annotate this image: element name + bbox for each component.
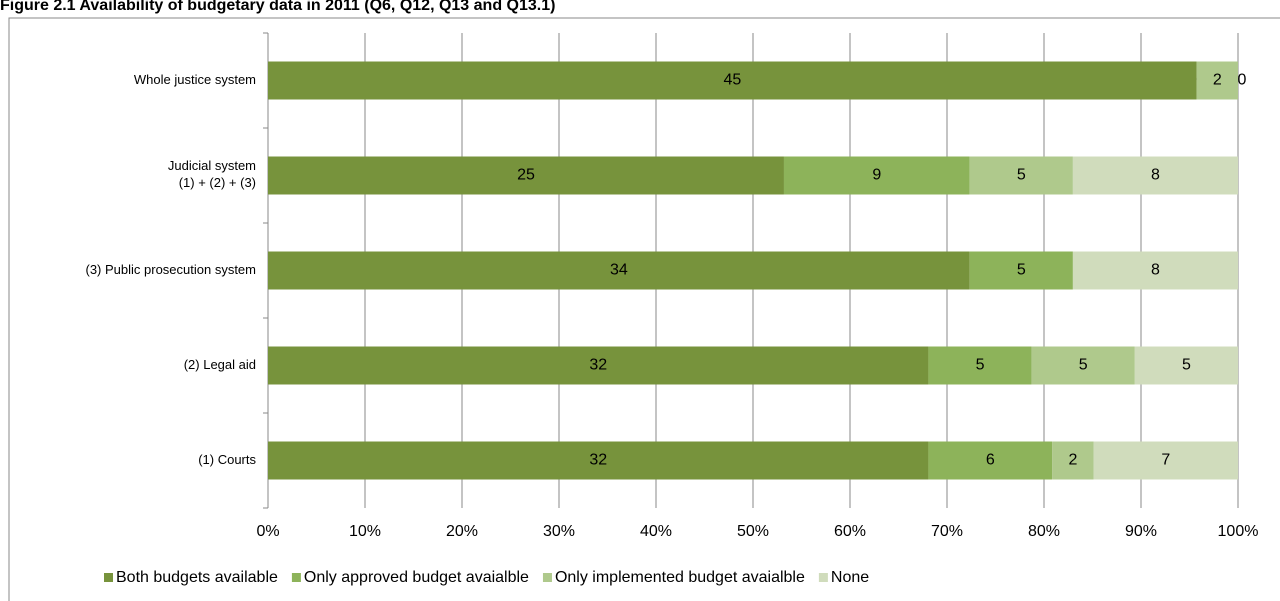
- legend-swatch: [104, 573, 113, 582]
- bar-segment: [1031, 346, 1135, 385]
- x-tick-label: 0%: [256, 523, 279, 540]
- x-tick-label: 60%: [834, 523, 866, 540]
- x-tick-label: 40%: [640, 523, 672, 540]
- bar-segment: [268, 441, 929, 480]
- x-tick-label: 20%: [446, 523, 478, 540]
- x-tick-label: 80%: [1028, 523, 1060, 540]
- bar-segment: [268, 156, 784, 195]
- data-label: 32: [589, 357, 607, 374]
- data-label: 9: [872, 167, 881, 184]
- data-label: 45: [723, 72, 741, 89]
- y-tick-label: (1) Courts: [198, 452, 256, 467]
- legend-label: Only implemented budget avaialble: [555, 569, 805, 586]
- data-label: 5: [1079, 357, 1088, 374]
- data-label: 7: [1161, 452, 1170, 469]
- y-tick-label: Whole justice system: [134, 72, 256, 87]
- y-tick-label: (2) Legal aid: [184, 357, 256, 372]
- bar-segment: [1196, 61, 1238, 100]
- bar-segment: [928, 441, 1053, 480]
- x-tick-label: 30%: [543, 523, 575, 540]
- x-tick-label: 70%: [931, 523, 963, 540]
- data-label: 34: [610, 262, 628, 279]
- legend-label: None: [831, 569, 869, 586]
- data-label: 2: [1068, 452, 1077, 469]
- x-tick-label: 100%: [1218, 523, 1259, 540]
- bar-segment: [268, 61, 1197, 100]
- data-label: 0: [1238, 72, 1247, 89]
- x-tick-label: 90%: [1125, 523, 1157, 540]
- bar-segment: [969, 156, 1073, 195]
- y-tick-label: (3) Public prosecution system: [85, 262, 256, 277]
- chart-frame: [8, 17, 1280, 601]
- bar-segment: [1052, 441, 1094, 480]
- x-tick-label: 50%: [737, 523, 769, 540]
- bar-segment: [268, 251, 970, 290]
- data-label: 5: [976, 357, 985, 374]
- legend-swatch: [542, 573, 552, 582]
- bar-segment: [928, 346, 1032, 385]
- data-label: 8: [1151, 167, 1160, 184]
- bar-segment: [1072, 251, 1238, 290]
- bar-segment: [783, 156, 970, 195]
- data-label: 5: [1017, 167, 1026, 184]
- data-label: 5: [1017, 262, 1026, 279]
- legend-swatch: [291, 573, 301, 582]
- data-label: 5: [1182, 357, 1191, 374]
- data-label: 6: [986, 452, 995, 469]
- bar-segment: [1072, 156, 1238, 195]
- x-tick-label: 10%: [349, 523, 381, 540]
- data-label: 2: [1213, 72, 1222, 89]
- chart-title: Figure 2.1 Availability of budgetary dat…: [0, 0, 555, 14]
- bar-segment: [1093, 441, 1238, 480]
- legend-label: Only approved budget avaialble: [304, 569, 529, 586]
- data-label: 25: [517, 167, 535, 184]
- legend-swatch: [818, 573, 828, 582]
- data-label: 32: [589, 452, 607, 469]
- bar-segment: [1134, 346, 1238, 385]
- y-tick-label: Judicial system (1) + (2) + (3): [168, 158, 256, 190]
- bar-segment: [969, 251, 1073, 290]
- data-label: 8: [1151, 262, 1160, 279]
- legend-label: Both budgets available: [116, 569, 278, 586]
- bar-segment: [268, 346, 929, 385]
